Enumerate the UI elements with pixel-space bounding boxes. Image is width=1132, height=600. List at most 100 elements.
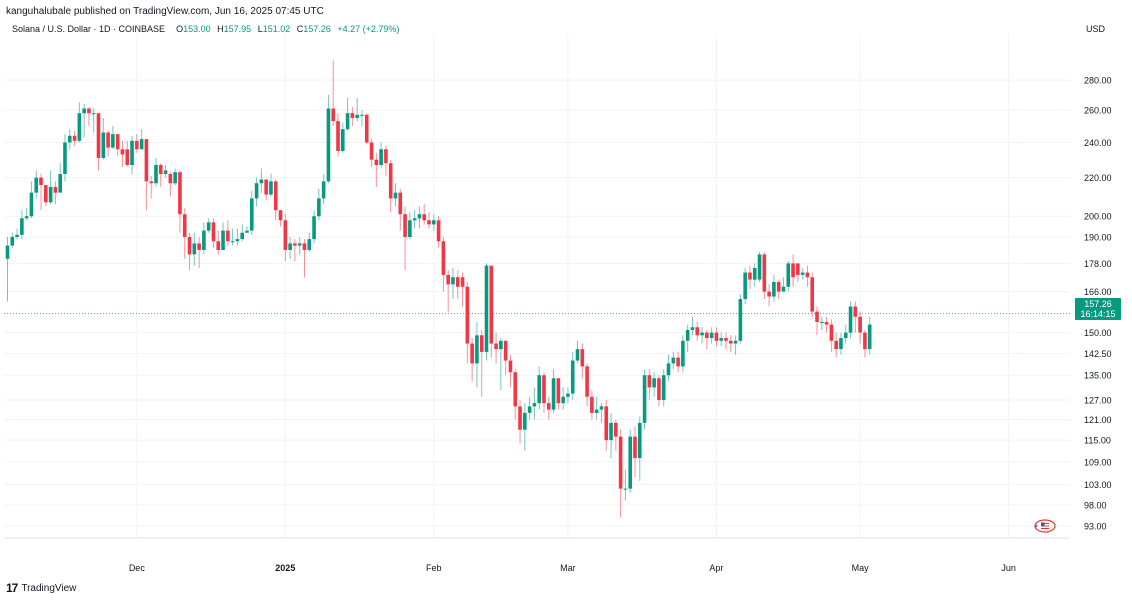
candle: [341, 122, 345, 153]
candle: [748, 265, 752, 290]
candle: [618, 429, 623, 518]
candle: [657, 375, 661, 407]
logo-text: TradingView: [21, 582, 77, 594]
candle: [566, 387, 570, 404]
candle-body: [211, 222, 216, 242]
candle-body: [307, 239, 312, 250]
candle-body: [523, 412, 527, 430]
candle: [441, 236, 446, 292]
candle-body: [5, 245, 10, 259]
candle: [125, 140, 130, 167]
symbol-name[interactable]: Solana / U.S. Dollar · 1D · COINBASE: [12, 24, 166, 34]
y-tick-label: 178.00: [1084, 259, 1112, 269]
candle: [839, 332, 843, 355]
candle: [206, 218, 211, 233]
candle: [374, 152, 379, 187]
candle-body: [29, 192, 34, 217]
candle: [484, 263, 489, 361]
candle-body: [570, 360, 575, 394]
candle: [546, 396, 551, 420]
candle: [202, 222, 206, 255]
candle: [661, 369, 666, 407]
candle: [695, 321, 700, 341]
y-tick-label: 127.00: [1084, 395, 1112, 405]
candle: [652, 372, 656, 397]
candle-body: [202, 230, 206, 250]
candle-body: [815, 311, 819, 322]
candle-body: [336, 121, 340, 151]
candle-body: [853, 306, 858, 317]
candle-body: [341, 129, 345, 151]
candle: [475, 321, 479, 388]
candle: [82, 103, 86, 138]
candle: [685, 324, 690, 352]
candle-body: [144, 139, 149, 182]
candle-body: [465, 286, 470, 344]
candle: [824, 316, 829, 333]
candle: [489, 265, 494, 358]
candle: [245, 226, 249, 233]
candle: [786, 261, 791, 292]
candle-body: [20, 218, 24, 235]
tradingview-logo[interactable]: 17 TradingView: [6, 581, 76, 595]
candle: [182, 208, 187, 259]
candle: [594, 396, 599, 420]
candle: [10, 232, 15, 248]
candle-body: [503, 340, 508, 361]
candle-body: [91, 113, 96, 115]
y-tick-label: 115.00: [1084, 436, 1111, 446]
candle-body: [728, 340, 733, 344]
us-flag-icon[interactable]: [1034, 519, 1056, 533]
candle: [135, 134, 139, 153]
candle-body: [422, 214, 427, 221]
candle: [848, 301, 853, 339]
candle-body: [158, 165, 163, 175]
candle: [384, 145, 388, 176]
candle-body: [709, 332, 714, 339]
x-tick-label: Dec: [129, 563, 146, 573]
candle: [192, 232, 197, 266]
candle: [168, 172, 173, 197]
y-tick-label: 280.00: [1084, 76, 1112, 86]
candle: [297, 236, 302, 255]
candle-body: [369, 142, 374, 160]
candle-body: [254, 183, 259, 199]
candle: [317, 188, 321, 221]
y-tick-label: 260.00: [1084, 106, 1112, 116]
candle: [499, 338, 503, 391]
candle: [173, 168, 177, 186]
candle: [460, 272, 465, 307]
y-tick-label: 109.00: [1084, 457, 1112, 467]
candle-body: [374, 159, 379, 166]
candle: [355, 97, 359, 122]
candle: [834, 332, 838, 358]
candle: [776, 279, 781, 299]
candle-body: [800, 272, 805, 275]
candle-body: [58, 174, 62, 193]
candle: [853, 301, 858, 333]
candle-body: [518, 406, 522, 430]
candle: [709, 327, 714, 344]
candle-body: [527, 406, 532, 413]
candle-body: [614, 422, 618, 437]
candle: [312, 210, 316, 244]
candle-body: [618, 436, 623, 489]
candle-body: [824, 321, 829, 325]
candle: [197, 236, 201, 268]
candle: [623, 469, 628, 501]
candle: [254, 177, 259, 207]
candle: [39, 174, 43, 211]
candle: [858, 311, 862, 344]
candle-body: [484, 265, 489, 352]
candle-body: [666, 363, 671, 376]
candle: [829, 319, 834, 352]
candle-body: [786, 263, 791, 287]
candle-body: [714, 332, 719, 341]
candle-body: [192, 243, 197, 255]
candle: [738, 294, 743, 344]
candle: [796, 263, 800, 282]
currency-label[interactable]: USD: [1086, 24, 1106, 34]
candle-body: [111, 134, 115, 148]
candle: [393, 183, 398, 207]
